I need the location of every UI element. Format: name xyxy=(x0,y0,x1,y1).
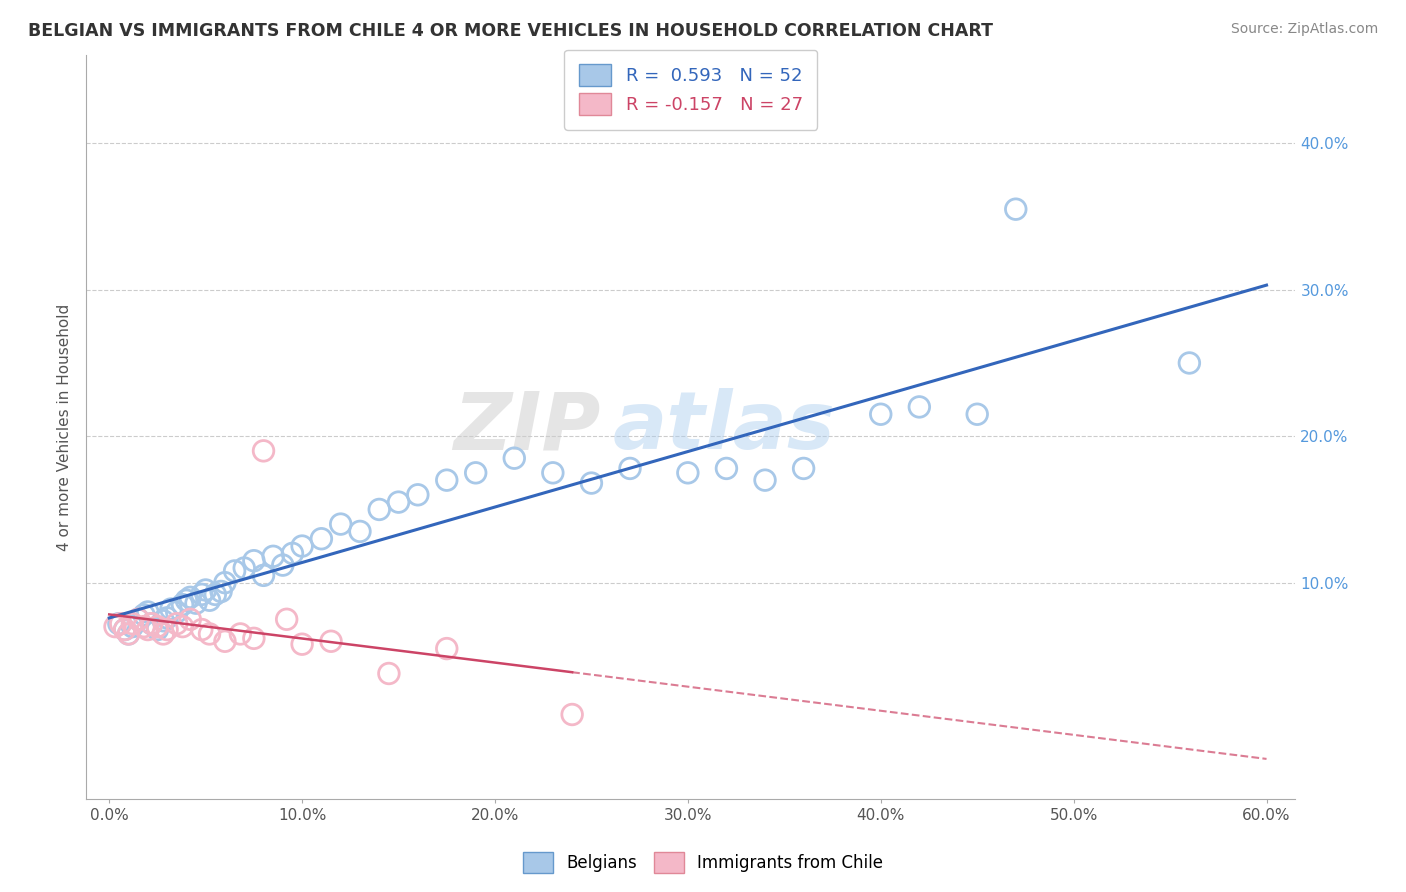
Point xyxy=(121,619,143,633)
Point xyxy=(966,407,988,421)
Point xyxy=(166,605,188,619)
Point xyxy=(141,616,163,631)
Point xyxy=(1178,356,1201,370)
Point xyxy=(209,584,232,599)
Point xyxy=(172,598,194,612)
Point xyxy=(252,443,274,458)
Point xyxy=(156,623,179,637)
Point xyxy=(184,596,207,610)
Point xyxy=(121,616,143,631)
Point xyxy=(179,612,201,626)
Y-axis label: 4 or more Vehicles in Household: 4 or more Vehicles in Household xyxy=(58,304,72,551)
Point xyxy=(387,495,409,509)
Point xyxy=(869,407,891,421)
Point xyxy=(114,623,136,637)
Point xyxy=(117,627,139,641)
Point xyxy=(132,619,155,633)
Point xyxy=(243,554,266,568)
Point xyxy=(204,587,226,601)
Point xyxy=(146,619,169,633)
Point xyxy=(329,517,352,532)
Point xyxy=(229,627,252,641)
Point xyxy=(146,623,169,637)
Point xyxy=(179,591,201,605)
Point xyxy=(117,627,139,641)
Point xyxy=(1004,202,1026,217)
Point xyxy=(104,619,127,633)
Point xyxy=(160,602,183,616)
Point xyxy=(233,561,256,575)
Point xyxy=(464,466,486,480)
Point xyxy=(319,634,342,648)
Point xyxy=(114,623,136,637)
Text: Source: ZipAtlas.com: Source: ZipAtlas.com xyxy=(1230,22,1378,37)
Point xyxy=(436,473,458,487)
Point xyxy=(262,549,284,564)
Point xyxy=(224,564,246,578)
Point xyxy=(176,593,198,607)
Text: ZIP: ZIP xyxy=(453,388,600,467)
Point xyxy=(110,616,132,631)
Point xyxy=(271,558,294,573)
Point xyxy=(281,546,304,560)
Point xyxy=(406,488,429,502)
Point xyxy=(191,587,214,601)
Point xyxy=(172,619,194,633)
Point xyxy=(541,466,564,480)
Point xyxy=(561,707,583,722)
Point xyxy=(198,627,221,641)
Point xyxy=(291,637,314,651)
Point xyxy=(127,612,149,626)
Point xyxy=(619,461,641,475)
Point xyxy=(166,616,188,631)
Point xyxy=(127,612,149,626)
Point xyxy=(716,461,738,475)
Text: atlas: atlas xyxy=(612,388,835,467)
Text: BELGIAN VS IMMIGRANTS FROM CHILE 4 OR MORE VEHICLES IN HOUSEHOLD CORRELATION CHA: BELGIAN VS IMMIGRANTS FROM CHILE 4 OR MO… xyxy=(28,22,993,40)
Point xyxy=(276,612,298,626)
Point xyxy=(503,451,526,466)
Point xyxy=(368,502,391,516)
Point xyxy=(136,605,159,619)
Point xyxy=(676,466,699,480)
Point xyxy=(908,400,931,414)
Point xyxy=(141,616,163,631)
Point xyxy=(214,575,236,590)
Point xyxy=(311,532,333,546)
Point xyxy=(754,473,776,487)
Point xyxy=(793,461,815,475)
Point xyxy=(152,627,174,641)
Legend: Belgians, Immigrants from Chile: Belgians, Immigrants from Chile xyxy=(516,846,890,880)
Point xyxy=(108,616,131,631)
Point xyxy=(349,524,371,539)
Point xyxy=(191,623,214,637)
Legend: R =  0.593   N = 52, R = -0.157   N = 27: R = 0.593 N = 52, R = -0.157 N = 27 xyxy=(564,50,817,129)
Point xyxy=(214,634,236,648)
Point xyxy=(136,623,159,637)
Point xyxy=(436,641,458,656)
Point xyxy=(581,476,603,491)
Point xyxy=(243,632,266,646)
Point xyxy=(152,614,174,628)
Point xyxy=(198,593,221,607)
Point xyxy=(291,539,314,553)
Point xyxy=(378,666,401,681)
Point xyxy=(252,568,274,582)
Point xyxy=(194,582,217,597)
Point xyxy=(156,611,179,625)
Point xyxy=(132,607,155,622)
